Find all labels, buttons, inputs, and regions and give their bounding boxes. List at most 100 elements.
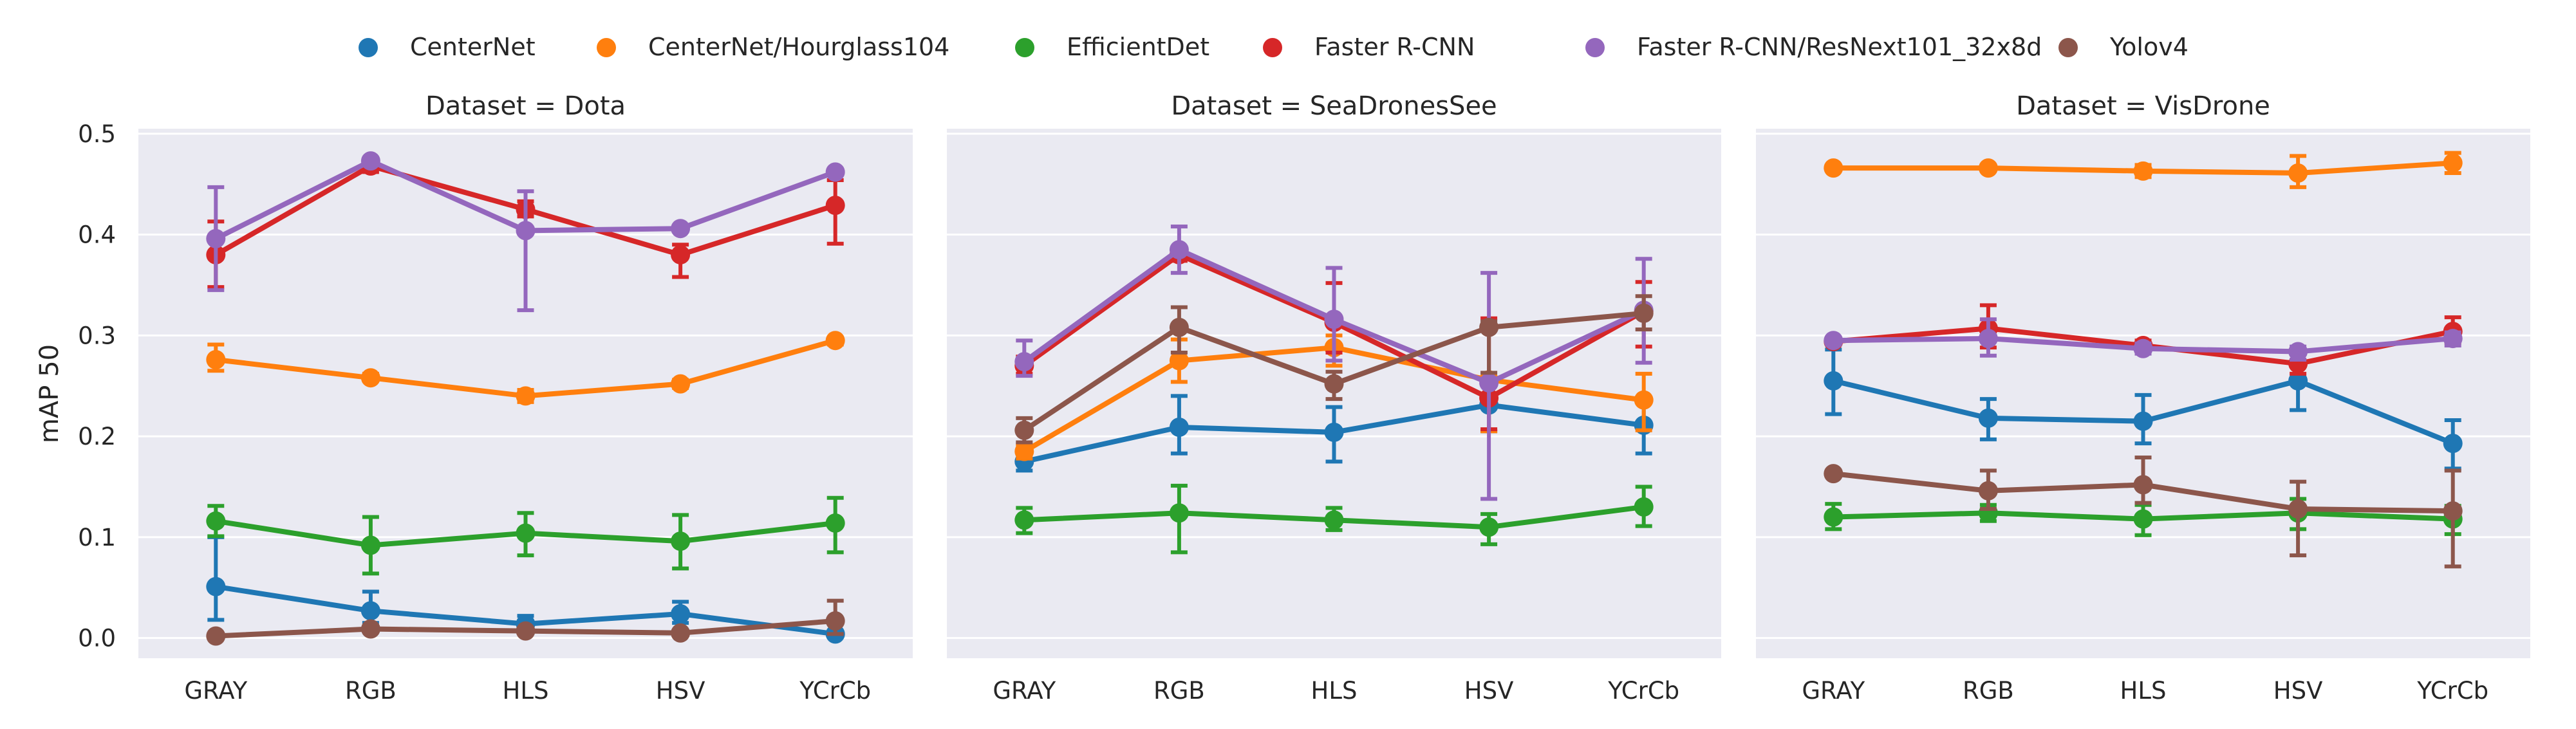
x-tick-label: GRAY bbox=[1802, 677, 1865, 705]
data-point bbox=[206, 349, 226, 369]
panel-dataset-visdrone: Dataset = VisDrone GRAY RGB HLS HSV YCrCb bbox=[1756, 91, 2530, 705]
data-point bbox=[1014, 352, 1034, 372]
data-point bbox=[1169, 317, 1189, 337]
x-tick-label: YCrCb bbox=[1607, 677, 1679, 705]
data-point bbox=[1324, 422, 1344, 442]
x-tick-label: HSV bbox=[656, 677, 705, 705]
y-tick-label: 0.0 bbox=[78, 625, 116, 652]
data-point bbox=[1324, 374, 1344, 394]
data-point bbox=[1014, 441, 1034, 461]
series-efficientdet bbox=[1014, 483, 1654, 555]
data-point bbox=[516, 523, 536, 543]
panel-dataset-dota: 0.0 0.1 0.2 0.3 0.4 0.5 Dataset = Dota GRAY RGB H… bbox=[78, 91, 913, 705]
legend-label: Faster R-CNN/ResNext101_32x8d bbox=[1637, 33, 2042, 61]
x-tick-label: HSV bbox=[1464, 677, 1514, 705]
series-centernet bbox=[1824, 347, 2463, 471]
data-point bbox=[2288, 499, 2308, 519]
x-tick-label: GRAY bbox=[993, 677, 1056, 705]
x-tick-label: YCrCb bbox=[2416, 677, 2488, 705]
x-tick-label: HLS bbox=[1311, 677, 1358, 705]
y-tick-label: 0.2 bbox=[78, 423, 116, 450]
data-point bbox=[1824, 464, 1843, 484]
data-point bbox=[2443, 153, 2463, 173]
panel-title: Dataset = SeaDronesSee bbox=[1171, 91, 1497, 121]
data-point bbox=[516, 386, 536, 406]
data-point bbox=[1824, 371, 1843, 391]
data-point bbox=[360, 368, 380, 388]
data-point bbox=[671, 604, 691, 624]
data-point bbox=[671, 623, 691, 643]
data-point bbox=[671, 245, 691, 264]
data-point bbox=[2133, 161, 2153, 181]
data-point bbox=[206, 228, 226, 248]
legend-label: CenterNet/Hourglass104 bbox=[648, 33, 949, 61]
legend-item-efficientdet: EfficientDet bbox=[1015, 33, 1209, 61]
data-point bbox=[671, 531, 691, 551]
series-yolov4 bbox=[206, 598, 845, 646]
legend-marker-yolov4 bbox=[2058, 38, 2078, 57]
data-point bbox=[516, 221, 536, 241]
data-point bbox=[1978, 481, 1998, 501]
panel-title: Dataset = VisDrone bbox=[2016, 91, 2270, 121]
legend-label: EfficientDet bbox=[1067, 33, 1209, 61]
y-axis-label: mAP 50 bbox=[35, 344, 64, 443]
data-point bbox=[2443, 329, 2463, 349]
legend-label: Yolov4 bbox=[2109, 33, 2189, 61]
x-tick-label: RGB bbox=[1963, 677, 2014, 705]
data-point bbox=[825, 196, 845, 216]
data-point bbox=[2443, 434, 2463, 454]
data-point bbox=[1634, 390, 1654, 410]
panel-title: Dataset = Dota bbox=[425, 91, 626, 121]
data-point bbox=[1978, 408, 1998, 428]
data-point bbox=[1169, 351, 1189, 371]
series-faster-r-cnn-resnext101-32x8d bbox=[1824, 317, 2463, 362]
series-yolov4 bbox=[1824, 456, 2463, 569]
legend-item-yolov4: Yolov4 bbox=[2058, 33, 2189, 61]
x-tick-label: HLS bbox=[503, 677, 549, 705]
data-point bbox=[360, 619, 380, 639]
panels: 0.0 0.1 0.2 0.3 0.4 0.5 Dataset = Dota GRAY RGB H… bbox=[78, 91, 2530, 705]
legend-marker-faster-r-cnn-resnext101-32x8d bbox=[1585, 38, 1605, 57]
legend-item-centernet: CenterNet bbox=[359, 33, 536, 61]
x-tick-label: RGB bbox=[345, 677, 397, 705]
x-tick-label: HSV bbox=[2273, 677, 2323, 705]
x-tick-label: HLS bbox=[2120, 677, 2167, 705]
data-point bbox=[825, 513, 845, 533]
series-efficientdet bbox=[206, 495, 845, 576]
x-tick-label: RGB bbox=[1153, 677, 1205, 705]
data-point bbox=[671, 374, 691, 394]
data-point bbox=[2133, 411, 2153, 431]
series-centernet-hourglass104 bbox=[1824, 151, 2463, 189]
series-faster-r-cnn-resnext101-32x8d bbox=[1014, 225, 1654, 501]
data-point bbox=[2288, 163, 2308, 183]
data-point bbox=[206, 577, 226, 596]
x-tick-label: YCrCb bbox=[799, 677, 871, 705]
data-point bbox=[2288, 342, 2308, 362]
data-point bbox=[1324, 309, 1344, 329]
data-point bbox=[825, 611, 845, 631]
data-point bbox=[1824, 507, 1843, 527]
data-point bbox=[360, 535, 380, 555]
data-point bbox=[516, 621, 536, 641]
legend-item-faster-r-cnn: Faster R-CNN bbox=[1263, 33, 1475, 61]
data-point bbox=[1014, 510, 1034, 530]
legend-label: CenterNet bbox=[410, 33, 536, 61]
x-tick-label: GRAY bbox=[184, 677, 247, 705]
data-point bbox=[1169, 240, 1189, 260]
y-tick-label: 0.1 bbox=[78, 524, 116, 551]
data-point bbox=[360, 601, 380, 621]
legend-marker-faster-r-cnn bbox=[1263, 38, 1282, 57]
data-point bbox=[1634, 303, 1654, 323]
series-centernet-hourglass104 bbox=[206, 331, 845, 406]
data-point bbox=[2443, 501, 2463, 521]
data-point bbox=[360, 151, 380, 171]
y-tick-label: 0.5 bbox=[78, 120, 116, 148]
y-tick-label: 0.4 bbox=[78, 221, 116, 249]
legend: CenterNet CenterNet/Hourglass104 Efficient… bbox=[359, 33, 2189, 61]
data-point bbox=[2133, 475, 2153, 495]
legend-marker-centernet bbox=[359, 38, 378, 57]
series-yolov4 bbox=[1014, 294, 1654, 445]
data-point bbox=[1978, 329, 1998, 349]
legend-item-faster-r-cnn-resnext101-32x8d: Faster R-CNN/ResNext101_32x8d bbox=[1585, 33, 2042, 61]
